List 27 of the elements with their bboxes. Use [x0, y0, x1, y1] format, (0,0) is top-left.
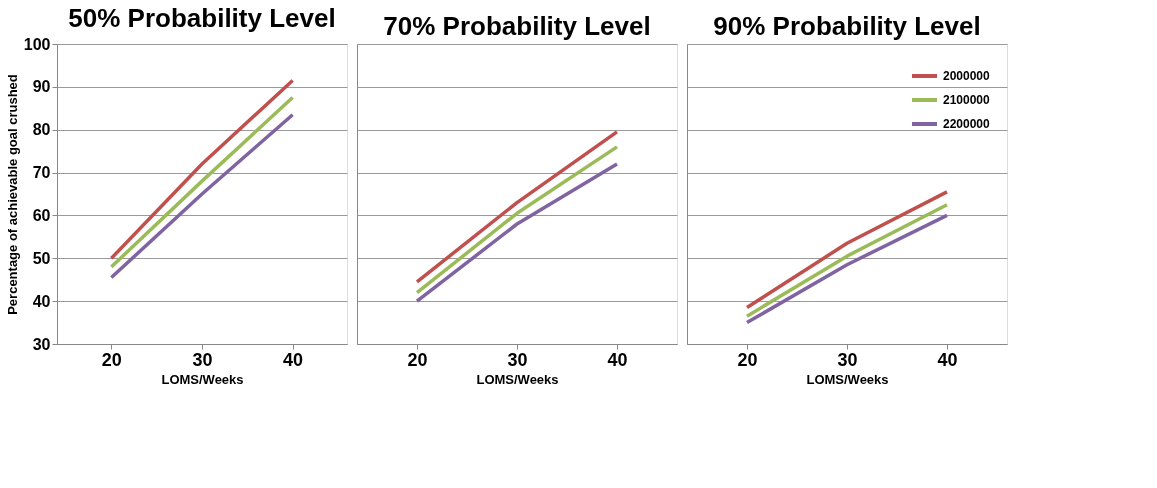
x-tick-label: 40	[607, 349, 628, 370]
x-axis-title: LOMS/Weeks	[806, 371, 889, 387]
x-tick-label: 40	[283, 349, 304, 370]
y-tick-label: 90	[32, 78, 51, 96]
y-tick-label: 100	[23, 35, 51, 53]
x-tick-label: 40	[937, 349, 958, 370]
legend-label: 2100000	[943, 93, 991, 107]
y-tick-label: 40	[32, 292, 51, 310]
legend-label: 2200000	[943, 117, 991, 131]
x-tick-label: 20	[101, 349, 122, 370]
x-axis-title: LOMS/Weeks	[476, 371, 559, 387]
chart-title: 70% Probability Level	[383, 11, 651, 41]
y-axis-title: Percentage of achievable goal crushed	[4, 74, 20, 315]
chart-title: 90% Probability Level	[713, 11, 981, 41]
x-axis-title: LOMS/Weeks	[161, 371, 244, 387]
y-tick-label: 50	[32, 249, 51, 267]
y-tick-label: 70	[32, 164, 51, 182]
y-tick-label: 30	[32, 335, 51, 353]
y-tick-label: 80	[32, 121, 51, 139]
chart-title: 50% Probability Level	[68, 3, 336, 33]
x-tick-label: 20	[737, 349, 758, 370]
legend-label: 2000000	[943, 69, 991, 83]
x-tick-label: 30	[507, 349, 528, 370]
x-tick-label: 30	[192, 349, 213, 370]
x-tick-label: 30	[837, 349, 858, 370]
y-tick-label: 60	[32, 206, 51, 224]
x-tick-label: 20	[407, 349, 428, 370]
